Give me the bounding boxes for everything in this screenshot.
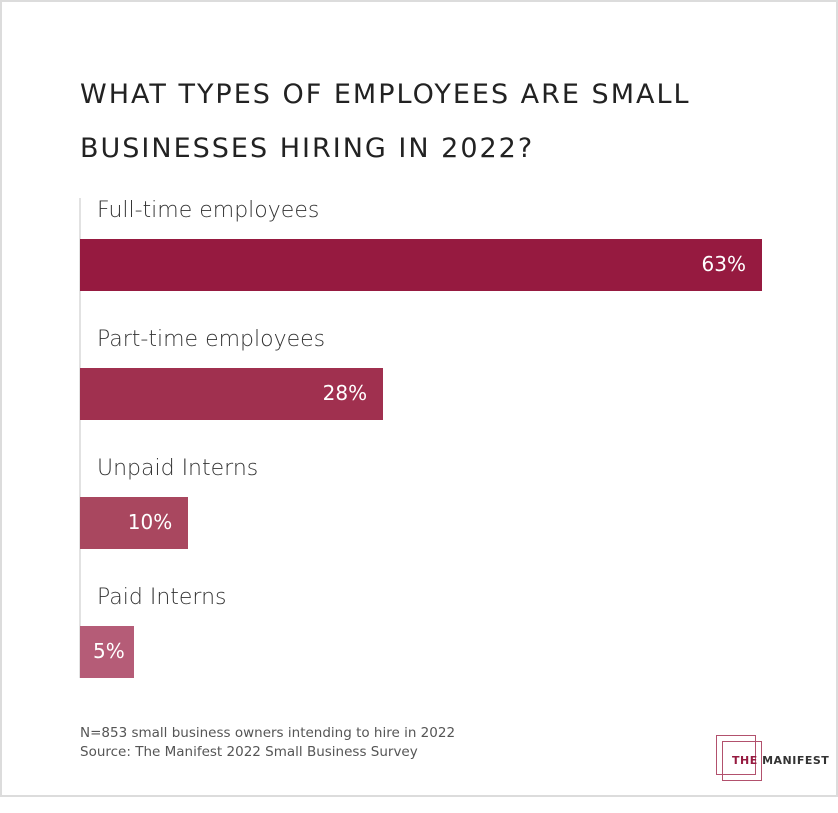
- manifest-logo-icon: [716, 735, 776, 781]
- bar: 10%: [80, 497, 189, 549]
- category-label: Unpaid Interns: [97, 456, 259, 481]
- chart-title: WHAT TYPES OF EMPLOYEES ARE SMALL BUSINE…: [80, 79, 691, 164]
- data-label: 5%: [93, 639, 125, 663]
- logo-name: MANIFEST: [762, 754, 830, 767]
- data-label: 10%: [127, 510, 173, 534]
- bar: 63%: [80, 239, 762, 291]
- category-label: Part-time employees: [97, 327, 326, 352]
- bar: 28%: [80, 368, 384, 420]
- data-label: 28%: [322, 381, 368, 405]
- category-label: Paid Interns: [97, 585, 227, 610]
- footnote-sample: N=853 small business owners intending to…: [80, 725, 456, 741]
- y-axis-line: [79, 198, 81, 678]
- category-label: Full-time employees: [97, 198, 320, 223]
- bar: 5%: [80, 626, 135, 678]
- logo-the: THE: [732, 754, 758, 767]
- footnote-source: Source: The Manifest 2022 Small Business…: [80, 744, 418, 760]
- data-label: 63%: [701, 252, 746, 276]
- logo-text: THE MANIFEST: [732, 754, 829, 767]
